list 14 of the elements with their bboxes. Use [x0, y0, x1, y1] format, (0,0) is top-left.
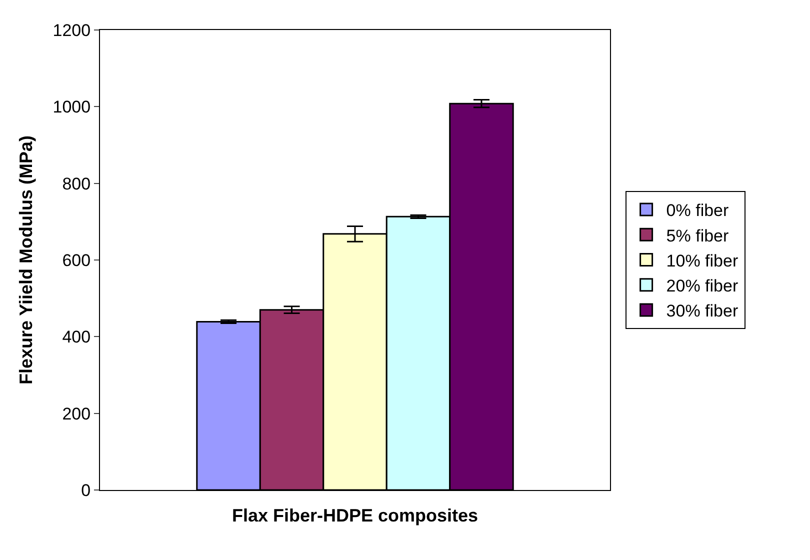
legend-label: 20% fiber [666, 276, 738, 296]
y-axis-title: Flexure Yiield Modulus (MPa) [16, 135, 36, 385]
y-tick-label: 800 [62, 174, 91, 194]
y-tick-label: 600 [62, 250, 91, 270]
legend-label: 30% fiber [666, 302, 738, 321]
legend-label: 5% fiber [666, 226, 730, 246]
y-tick-label: 0 [81, 480, 91, 500]
y-tick-label: 400 [62, 328, 91, 347]
y-tick-label: 200 [62, 404, 91, 424]
y-tick-label: 1200 [52, 20, 91, 40]
legend-label: 10% fiber [666, 251, 738, 270]
legend-label: 0% fiber [666, 201, 730, 220]
x-axis-title: Flax Fiber-HDPE composites [232, 506, 478, 526]
y-tick-label: 1000 [52, 98, 91, 117]
